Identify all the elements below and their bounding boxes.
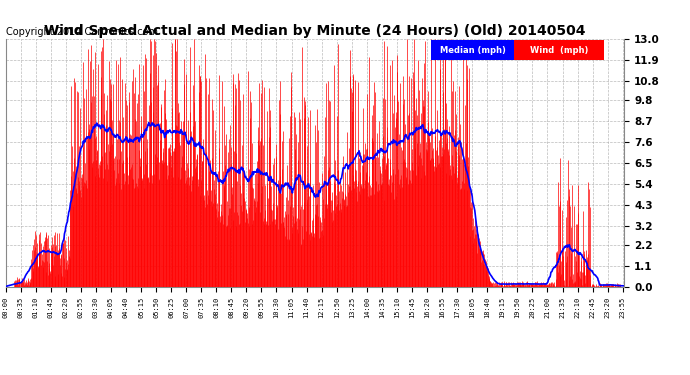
Text: Median (mph): Median (mph) (440, 46, 506, 55)
Text: Wind  (mph): Wind (mph) (530, 46, 588, 55)
Text: Copyright 2014 Cartronics.com: Copyright 2014 Cartronics.com (6, 27, 157, 37)
Title: Wind Speed Actual and Median by Minute (24 Hours) (Old) 20140504: Wind Speed Actual and Median by Minute (… (44, 24, 586, 38)
